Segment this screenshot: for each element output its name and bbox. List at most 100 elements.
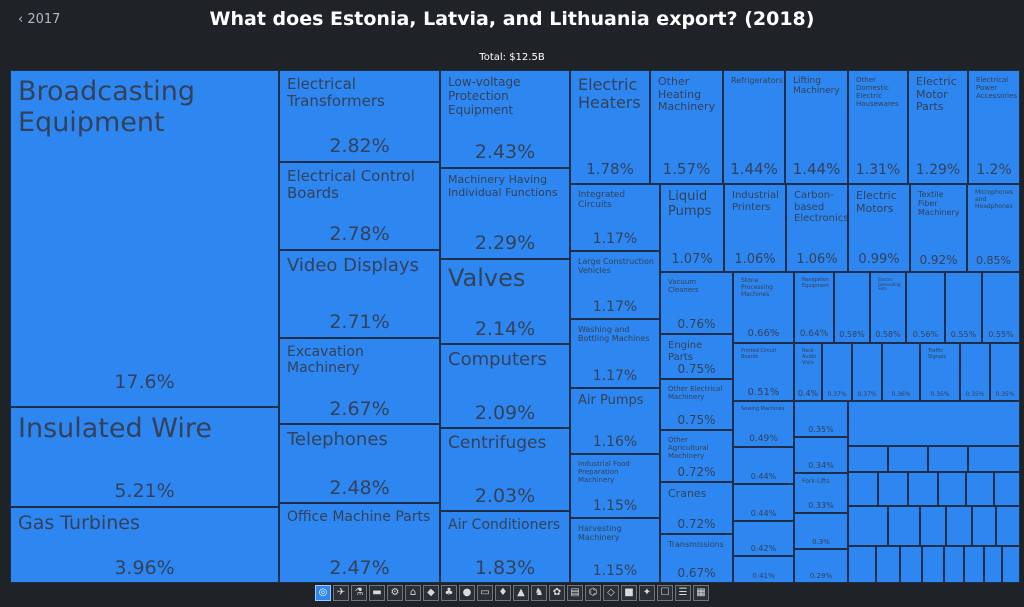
precious-metals-icon[interactable]: ◇ (603, 585, 619, 601)
vegetable-products-icon[interactable]: ✿ (549, 585, 565, 601)
minerals-icon[interactable]: ◆ (423, 585, 439, 601)
tile-industrial-food-preparation-machinery[interactable]: Industrial Food Preparation Machinery 1.1… (570, 454, 660, 518)
tile-lifting-machinery[interactable]: Lifting Machinery 1.44% (785, 70, 848, 184)
tile-small-product[interactable] (928, 446, 968, 472)
tile-small-product[interactable] (922, 546, 944, 583)
instruments-icon[interactable]: ⌬ (585, 585, 601, 601)
miscellaneous-icon[interactable]: ☰ (675, 585, 691, 601)
tile-insulated-wire[interactable]: Insulated Wire 5.21% (10, 407, 279, 507)
chemicals-icon[interactable]: ⚗ (351, 585, 367, 601)
tile-electric-motors[interactable]: Electric Motors 0.99% (848, 184, 910, 272)
tile-unlabeled[interactable]: 0.35% (990, 343, 1020, 401)
tile-unlabeled[interactable]: 0.56% (906, 272, 945, 343)
tile-unlabeled[interactable]: 0.55% (982, 272, 1020, 343)
tile-small-product[interactable] (1002, 546, 1020, 583)
animal-products-icon[interactable]: ♞ (531, 585, 547, 601)
tile-small-product[interactable] (848, 446, 888, 472)
tile-electrical-power-accessories[interactable]: Electrical Power Accessories 1.2% (968, 70, 1020, 184)
tile-small-product[interactable] (848, 472, 878, 506)
tile-electric-motor-parts[interactable]: Electric Motor Parts 1.29% (908, 70, 968, 184)
tile-fork-lifts[interactable]: Fork-Lifts 0.33% (794, 473, 848, 513)
tile-harvesting-machinery[interactable]: Harvesting Machinery 1.15% (570, 518, 660, 583)
tile-integrated-circuits[interactable]: Integrated Circuits 1.17% (570, 184, 660, 251)
tile-small-product[interactable] (920, 506, 946, 546)
footwear-icon[interactable]: ▲ (513, 585, 529, 601)
tile-large-construction-vehicles[interactable]: Large Construction Vehicles 1.17% (570, 251, 660, 319)
tile-unlabeled[interactable]: 0.42% (733, 521, 794, 556)
tile-small-product[interactable] (848, 401, 1020, 446)
metals-icon[interactable]: ▬ (369, 585, 385, 601)
tile-unlabeled[interactable]: 0.55% (945, 272, 982, 343)
tile-carbon-based-electronics[interactable]: Carbon-based Electronics 1.06% (786, 184, 848, 272)
tile-small-product[interactable] (994, 472, 1020, 506)
tile-small-product[interactable] (984, 546, 1002, 583)
tile-unlabeled[interactable]: 0.44% (733, 484, 794, 521)
tile-unlabeled[interactable]: 0.36% (882, 343, 920, 401)
tile-small-product[interactable] (878, 472, 908, 506)
tile-engine-parts[interactable]: Engine Parts 0.75% (660, 334, 733, 379)
tile-cranes[interactable]: Cranes 0.72% (660, 482, 733, 534)
tile-navigation-equipment[interactable]: Navigation Equipment 0.64% (794, 272, 834, 343)
tile-computers[interactable]: Computers 2.09% (440, 344, 570, 428)
tile-small-product[interactable] (848, 546, 876, 583)
tile-unlabeled[interactable]: 0.37% (852, 343, 882, 401)
tile-other-electrical-machinery[interactable]: Other Electrical Machinery 0.75% (660, 379, 733, 430)
tile-vacuum-cleaners[interactable]: Vacuum Cleaners 0.76% (660, 272, 733, 334)
tile-unlabeled[interactable]: 0.58% (834, 272, 870, 343)
tile-printed-circuit-boards[interactable]: Printed Circuit Boards 0.51% (733, 343, 794, 401)
stone-icon[interactable]: ■ (621, 585, 637, 601)
tile-low-voltage-protection-equipment[interactable]: Low-voltage Protection Equipment 2.43% (440, 70, 570, 168)
tile-unlabeled[interactable]: 0.3% (794, 513, 848, 549)
tile-industrial-printers[interactable]: Industrial Printers 1.06% (724, 184, 786, 272)
tile-refrigerators[interactable]: Refrigerators 1.44% (723, 70, 785, 184)
tile-small-product[interactable] (996, 506, 1020, 546)
tile-electric-generating-sets[interactable]: Electric Generating Sets 0.58% (870, 272, 906, 343)
electronics-icon[interactable]: ◎ (315, 585, 331, 601)
tile-centrifuges[interactable]: Centrifuges 2.03% (440, 428, 570, 511)
tile-air-conditioners[interactable]: Air Conditioners 1.83% (440, 511, 570, 583)
tile-other-agricultural-machinery[interactable]: Other Agricultural Machinery 0.72% (660, 430, 733, 482)
tile-small-product[interactable] (946, 506, 972, 546)
tile-unlabeled[interactable]: 0.44% (733, 447, 794, 484)
tile-electrical-transformers[interactable]: Electrical Transformers 2.82% (279, 70, 440, 162)
tile-transmissions[interactable]: Transmissions 0.67% (660, 534, 733, 583)
transport-icon[interactable]: ✈ (333, 585, 349, 601)
tile-small-product[interactable] (964, 546, 984, 583)
tile-small-product[interactable] (888, 506, 920, 546)
tile-small-product[interactable] (900, 546, 922, 583)
tile-other-domestic-electric-housewares[interactable]: Other Domestic Electric Housewares 1.31% (848, 70, 908, 184)
tile-excavation-machinery[interactable]: Excavation Machinery 2.67% (279, 338, 440, 424)
tile-small-product[interactable] (908, 472, 938, 506)
tile-unlabeled[interactable]: 0.29% (794, 549, 848, 583)
tile-valves[interactable]: Valves 2.14% (440, 259, 570, 344)
tile-unlabeled[interactable]: 0.41% (733, 556, 794, 583)
tile-small-product[interactable] (888, 446, 928, 472)
paper-icon[interactable]: ▤ (567, 585, 583, 601)
tile-small-product[interactable] (938, 472, 966, 506)
machines-icon[interactable]: ⚙ (387, 585, 403, 601)
tile-small-product[interactable] (968, 446, 1020, 472)
tile-sewing-machines[interactable]: Sewing Machines 0.49% (733, 401, 794, 447)
tile-gas-turbines[interactable]: Gas Turbines 3.96% (10, 507, 279, 583)
textiles-icon[interactable]: ♦ (495, 585, 511, 601)
food-icon[interactable]: ● (459, 585, 475, 601)
tile-small-product[interactable] (944, 546, 964, 583)
tile-air-pumps[interactable]: Air Pumps 1.16% (570, 388, 660, 454)
art-icon[interactable]: ☐ (657, 585, 673, 601)
back-to-2017-link[interactable]: ‹ 2017 (18, 12, 61, 27)
tile-liquid-pumps[interactable]: Liquid Pumps 1.07% (660, 184, 724, 272)
tile-unlabeled[interactable]: 0.34% (794, 437, 848, 473)
tile-unlabeled[interactable]: 0.37% (822, 343, 852, 401)
wood-icon[interactable]: ♣ (441, 585, 457, 601)
tile-other-heating-machinery[interactable]: Other Heating Machinery 1.57% (650, 70, 723, 184)
tile-washing-and-bottling-machines[interactable]: Washing and Bottling Machines 1.17% (570, 319, 660, 388)
vehicles-icon[interactable]: ▭ (477, 585, 493, 601)
weapons-icon[interactable]: ✦ (639, 585, 655, 601)
tile-unlabeled[interactable]: 0.35% (960, 343, 990, 401)
tile-telephones[interactable]: Telephones 2.48% (279, 424, 440, 503)
tile-unlabeled[interactable]: 0.35% (794, 401, 848, 437)
tile-traffic-signals[interactable]: Traffic Signals 0.35% (920, 343, 960, 401)
tile-small-product[interactable] (972, 506, 996, 546)
tile-electrical-control-boards[interactable]: Electrical Control Boards 2.78% (279, 162, 440, 250)
tile-rock-audio-visio[interactable]: Rock Audio Visio 0.4% (794, 343, 822, 401)
